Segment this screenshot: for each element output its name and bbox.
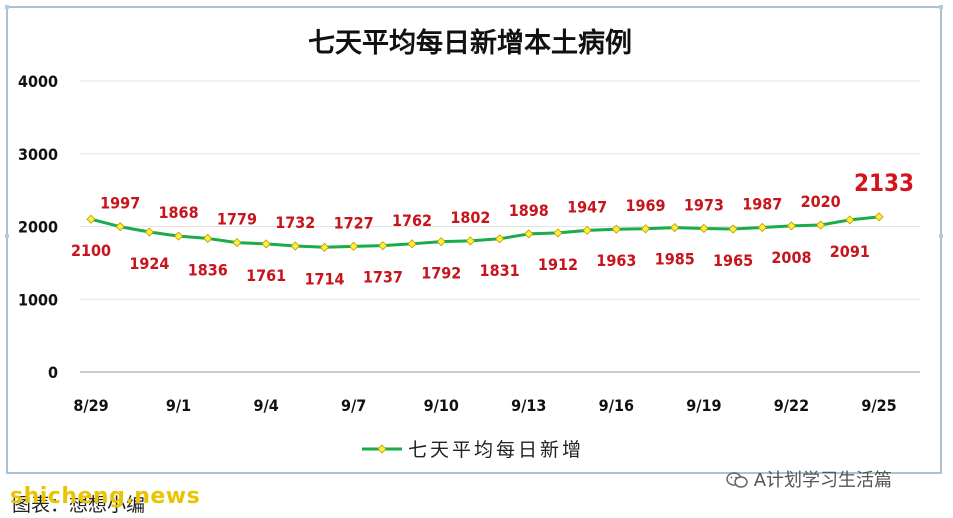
- y-tick-label: 4000: [18, 72, 58, 91]
- data-point: [524, 229, 534, 239]
- site-watermark: shicheng.news: [10, 484, 201, 509]
- data-label: 1836: [188, 260, 228, 279]
- series-line: [90, 215, 880, 249]
- data-point: [115, 222, 125, 232]
- data-label: 1969: [625, 196, 665, 215]
- x-axis: 8/29 9/1 9/4 9/7 9/10 9/13 9/16 9/19 9/22 9/25: [73, 396, 896, 415]
- data-label: 1779: [217, 210, 257, 229]
- legend: 七天平均每日新增: [362, 439, 584, 461]
- data-label: 1973: [684, 195, 724, 214]
- data-point: [86, 214, 96, 224]
- y-tick-label: 2000: [18, 218, 58, 237]
- data-label: 1985: [655, 250, 695, 269]
- y-tick-label: 1000: [18, 290, 58, 309]
- data-label: 1732: [275, 213, 315, 232]
- legend-label: 七天平均每日新增: [408, 439, 584, 461]
- data-point: [436, 237, 446, 247]
- resize-handle-top-right[interactable]: [939, 5, 943, 9]
- data-point: [699, 223, 709, 234]
- data-point: [378, 241, 388, 251]
- y-tick-label: 0: [48, 363, 58, 382]
- x-tick-label: 9/22: [774, 396, 809, 415]
- resize-handle-left[interactable]: [5, 234, 9, 238]
- x-tick-label: 8/29: [73, 396, 108, 415]
- y-tick-label: 3000: [18, 145, 58, 164]
- data-label: 2020: [801, 192, 841, 211]
- data-point: [465, 236, 475, 246]
- data-label: 1868: [159, 203, 199, 222]
- data-point: [290, 241, 300, 251]
- data-label: 2133: [854, 169, 914, 197]
- legend-marker: [377, 444, 387, 454]
- x-tick-label: 9/4: [253, 396, 278, 415]
- data-label: 1727: [334, 213, 374, 232]
- resize-handle-top-left[interactable]: [5, 5, 9, 9]
- data-point: [874, 212, 884, 222]
- data-label: 1792: [421, 264, 461, 283]
- data-point: [173, 231, 184, 241]
- data-label: 1714: [304, 269, 344, 288]
- x-tick-label: 9/25: [861, 396, 896, 415]
- chart-caption: 图表：想想小编: [12, 494, 146, 516]
- series-layer: [86, 212, 884, 252]
- wechat-icon: [726, 472, 748, 488]
- x-tick-label: 9/1: [166, 396, 191, 415]
- x-tick-label: 9/19: [686, 396, 721, 415]
- data-point: [144, 227, 154, 237]
- watermark-text: A计划学习生活篇: [753, 470, 893, 491]
- data-point: [495, 234, 505, 244]
- data-point: [582, 225, 592, 235]
- x-tick-label: 9/10: [424, 396, 459, 415]
- data-point: [407, 239, 417, 249]
- data-label: 1737: [363, 268, 403, 287]
- x-tick-label: 9/13: [511, 396, 546, 415]
- x-tick-label: 9/7: [341, 396, 366, 415]
- data-point: [845, 215, 855, 225]
- data-point: [640, 224, 651, 234]
- data-point: [203, 233, 213, 243]
- data-point: [757, 222, 767, 233]
- data-point: [670, 223, 680, 233]
- y-axis: 0 1000 2000 3000 4000: [18, 72, 58, 382]
- data-label: 2008: [771, 248, 811, 267]
- data-label: 1963: [596, 251, 636, 270]
- data-point: [349, 241, 359, 251]
- data-label: 1987: [742, 194, 782, 213]
- x-tick-label: 9/16: [599, 396, 634, 415]
- data-label: 1762: [392, 211, 432, 230]
- data-label: 2091: [830, 242, 870, 261]
- data-label: 1912: [538, 255, 578, 274]
- data-point: [786, 221, 797, 231]
- data-label: 1761: [246, 266, 286, 285]
- data-point: [261, 239, 271, 249]
- data-label: 1997: [100, 194, 140, 213]
- resize-handle-right[interactable]: [939, 234, 943, 238]
- data-point: [553, 228, 563, 238]
- data-point: [319, 242, 330, 252]
- data-label: 1965: [713, 251, 753, 270]
- data-label: 1947: [567, 197, 607, 216]
- data-point: [611, 224, 621, 234]
- data-label: 1898: [509, 201, 549, 220]
- data-label: 1924: [129, 254, 169, 273]
- data-point: [816, 220, 826, 230]
- data-label: 1802: [450, 208, 490, 227]
- data-point: [728, 224, 738, 234]
- data-labels: 2100 1997 1924 1868 1836 1779 1761 1732 1714 1727…: [71, 169, 914, 288]
- data-label: 1831: [480, 261, 520, 280]
- wechat-watermark: A计划学习生活篇: [726, 466, 892, 492]
- data-point: [232, 238, 242, 248]
- chart-title: 七天平均每日新增本土病例: [308, 27, 632, 59]
- data-label: 2100: [71, 241, 111, 260]
